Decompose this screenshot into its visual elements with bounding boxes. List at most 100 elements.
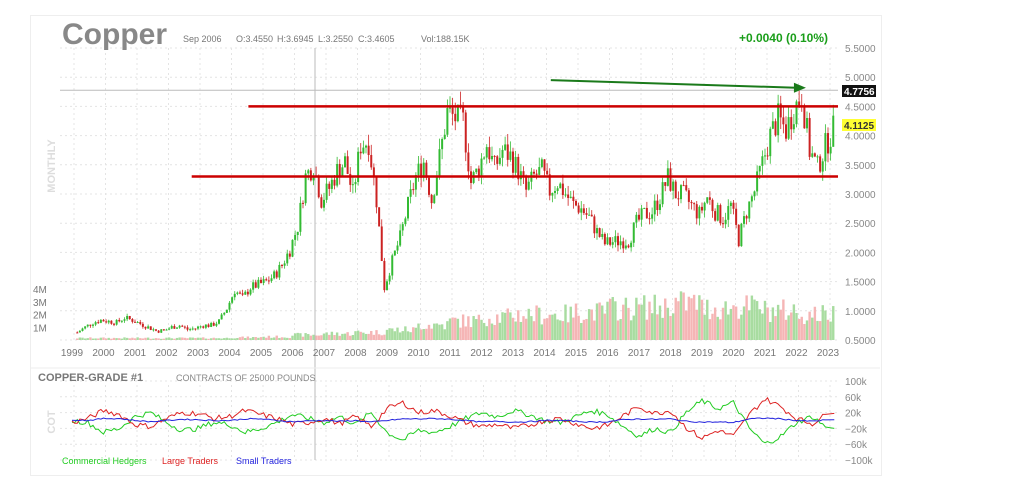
volume-bar [241, 336, 244, 340]
candle-body [270, 278, 273, 281]
volume-bar [128, 338, 131, 340]
candle-body [535, 173, 538, 175]
volume-bar [687, 296, 691, 340]
candle-body [735, 208, 738, 225]
volume-bar [320, 335, 323, 340]
annotations[interactable] [60, 48, 838, 460]
candle-body [207, 324, 210, 327]
candle-body [551, 192, 554, 196]
volume-bar [301, 336, 305, 340]
candle-body [435, 175, 438, 196]
volume-bar [774, 316, 777, 340]
volume-bar [212, 337, 215, 340]
candle-body [695, 204, 698, 219]
candle-body [365, 145, 367, 148]
candle-body [522, 171, 525, 177]
candle-body [722, 223, 724, 225]
candle-body [588, 214, 591, 216]
volume-bar [406, 331, 410, 340]
volume-bar [727, 314, 730, 340]
candle-body [220, 314, 223, 320]
candle-body [701, 206, 703, 211]
candle-body [367, 145, 370, 156]
price-tick: 0.5000 [845, 336, 876, 347]
candle-body [404, 218, 407, 225]
volume-bar [267, 335, 271, 340]
volume-bar [803, 323, 806, 340]
candle-body [283, 263, 286, 266]
volume-bar [335, 332, 339, 340]
candle-body [102, 319, 105, 322]
candle-body [706, 197, 709, 203]
volume-bar [76, 338, 79, 340]
volume-bar [283, 337, 286, 340]
volume-bar [721, 307, 725, 340]
candle-body [819, 156, 822, 172]
volume-bar [448, 318, 452, 340]
year-tick: 2020 [722, 348, 745, 359]
candle-body [275, 271, 278, 278]
candle-body [543, 159, 546, 171]
volume-bar [325, 332, 328, 340]
candle-body [664, 182, 667, 186]
volume-bar [805, 320, 809, 340]
volume-bar [729, 308, 733, 340]
volume-bar [509, 312, 512, 340]
grid [60, 47, 838, 461]
candle-body [273, 271, 276, 279]
volume-bar [351, 335, 355, 340]
volume-bar [459, 327, 462, 340]
volume-bar [354, 331, 357, 340]
candle-body [745, 216, 748, 219]
volume-bar [808, 311, 811, 340]
volume-bar [309, 335, 313, 340]
volume-bar [196, 337, 200, 340]
year-tick: 2000 [92, 348, 115, 359]
candle-body [611, 242, 614, 245]
candle-body [559, 183, 562, 189]
volume-bar [569, 306, 572, 340]
volume-bar [674, 297, 677, 340]
volume-bar [346, 332, 349, 340]
volume-bar [585, 318, 588, 340]
candle-body [580, 208, 583, 213]
candle-body [456, 104, 459, 122]
volume-bar [107, 337, 110, 340]
volume-bar [372, 334, 376, 340]
volume-bar [356, 330, 360, 340]
candle-body [249, 289, 252, 295]
candle-body [149, 326, 152, 330]
volume-bar [183, 337, 187, 340]
volume-bar [524, 318, 528, 340]
ohlc-date: Sep 2006 [183, 34, 222, 44]
volume-bar [78, 337, 82, 340]
candle-body [113, 323, 115, 325]
volume-bar [690, 298, 693, 340]
candle-body [803, 106, 806, 129]
volume-bar [703, 314, 706, 340]
candle-body [375, 177, 378, 208]
volume-bar [616, 320, 620, 340]
candle-body [693, 203, 696, 205]
volume-bar [750, 295, 754, 340]
volume-bar [779, 309, 782, 340]
volume-bar [86, 338, 89, 340]
volume-bar [165, 337, 168, 340]
candle-body [183, 326, 186, 328]
cot-subtitle: CONTRACTS OF 25000 POUNDS [176, 373, 316, 383]
year-tick: 2015 [565, 348, 588, 359]
volume-bar [454, 317, 457, 340]
volume-bar [561, 321, 565, 340]
volume-bar [637, 304, 641, 340]
volume-bar [257, 337, 260, 340]
candle-body [281, 264, 283, 266]
candle-body [333, 179, 336, 186]
candle-body [533, 171, 535, 174]
candle-body [564, 194, 567, 196]
candle-body [155, 329, 157, 331]
volume-bar [787, 315, 790, 340]
volume-bar [230, 338, 234, 340]
volume-bar [761, 313, 764, 340]
candle-body [813, 153, 816, 157]
